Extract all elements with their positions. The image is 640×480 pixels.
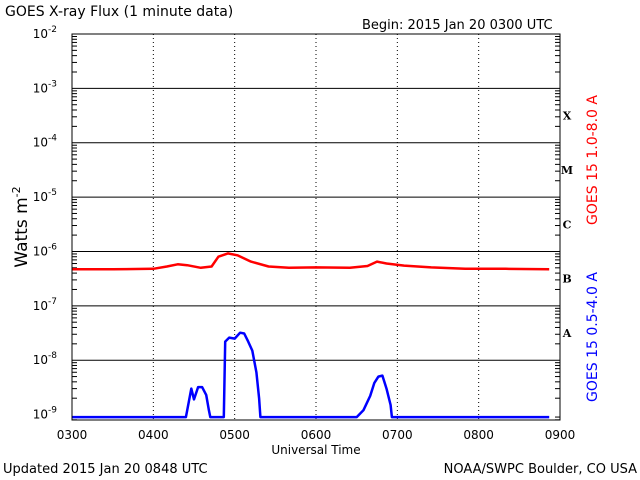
- begin-label: Begin: 2015 Jan 20 0300 UTC: [362, 18, 553, 33]
- y-tick-label: 10-6: [33, 242, 58, 258]
- legend-long-channel: GOES 15 1.0-8.0 A: [585, 95, 601, 225]
- y-tick-label: 10-9: [33, 406, 58, 422]
- x-tick-label: 0900: [545, 428, 576, 442]
- x-tick-label: 0500: [219, 428, 250, 442]
- flare-class-a: A: [562, 327, 572, 340]
- x-tick-label: 0800: [463, 428, 494, 442]
- flare-class-labels: X M C B A: [561, 110, 573, 340]
- y-tick-labels: 10-9 10-8 10-7 10-6 10-5 10-4 10-3 10-2: [33, 25, 58, 422]
- x-tick-label: 0300: [57, 428, 88, 442]
- y-tick-label: 10-5: [33, 188, 57, 204]
- y-tick-label: 10-2: [33, 25, 57, 41]
- x-axis-label: Universal Time: [271, 443, 360, 457]
- flare-class-m: M: [561, 164, 573, 177]
- x-tick-label: 0700: [382, 428, 413, 442]
- grid-lines: [72, 34, 560, 420]
- x-tick-label: 0600: [301, 428, 332, 442]
- series-line-0: [72, 252, 550, 271]
- updated-label: Updated 2015 Jan 20 0848 UTC: [3, 462, 208, 477]
- chart-title: GOES X-ray Flux (1 minute data): [5, 4, 233, 20]
- flare-class-b: B: [562, 273, 571, 286]
- y-tick-label: 10-3: [33, 79, 57, 95]
- y-axis-label: Watts m-2: [10, 186, 32, 267]
- series-lines: [72, 252, 550, 419]
- x-tick-label: 0400: [138, 428, 169, 442]
- plot-frame: [71, 33, 561, 421]
- flare-class-c: C: [563, 218, 572, 231]
- x-tick-labels: 0300 0400 0500 0600 0700 0800 0900: [57, 428, 576, 442]
- minor-tick-marks: [72, 35, 560, 421]
- y-tick-label: 10-4: [33, 134, 58, 150]
- credit-label: NOAA/SWPC Boulder, CO USA: [444, 462, 637, 477]
- legend-short-channel: GOES 15 0.5-4.0 A: [585, 272, 601, 402]
- series-line-1: [72, 331, 550, 419]
- y-tick-label: 10-7: [33, 297, 57, 313]
- flare-class-x: X: [563, 110, 572, 123]
- y-tick-label: 10-8: [33, 351, 58, 367]
